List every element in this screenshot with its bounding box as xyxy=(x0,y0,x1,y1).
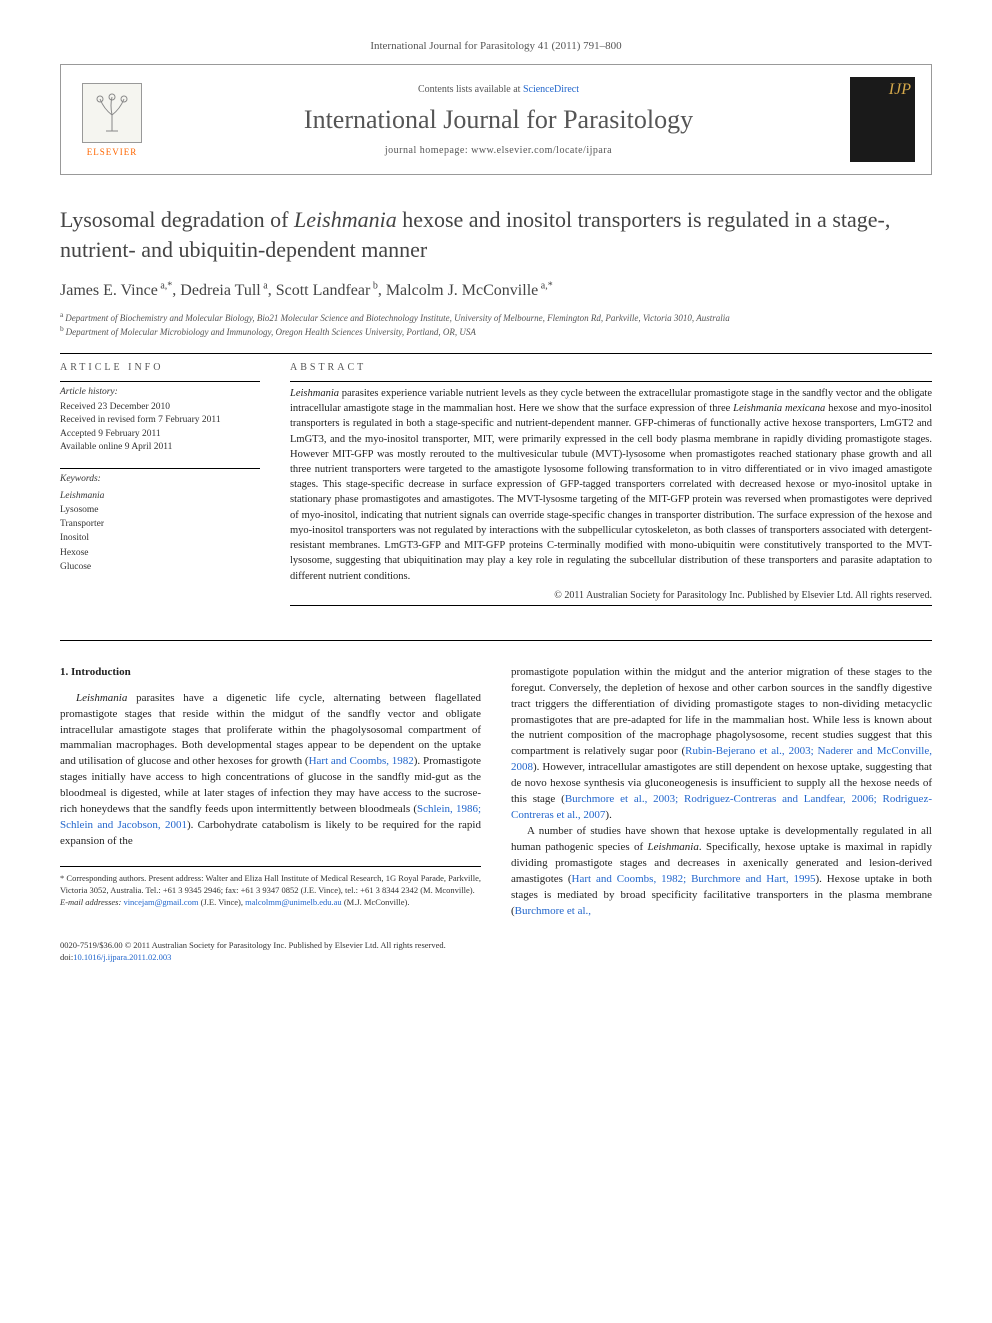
citation-link[interactable]: Hart and Coombs, 1982; Burchmore and Har… xyxy=(572,873,816,885)
citation-link[interactable]: Hart and Coombs, 1982 xyxy=(309,755,414,767)
keyword-item: Transporter xyxy=(60,517,260,531)
affiliation-mark: a xyxy=(60,310,65,319)
horizontal-rule xyxy=(60,381,260,382)
elsevier-tree-icon xyxy=(82,83,142,143)
horizontal-rule xyxy=(60,353,932,354)
author-affiliation-mark: a,* xyxy=(158,280,172,291)
abstract-column: ABSTRACT Leishmania parasites experience… xyxy=(290,362,932,610)
citation-link[interactable]: Burchmore et al., 2003; Rodriguez-Contre… xyxy=(511,793,932,821)
authors-line: James E. Vince a,*, Dedreia Tull a, Scot… xyxy=(60,280,932,299)
horizontal-rule xyxy=(60,640,932,641)
body-text: promastigote population within the midgu… xyxy=(511,666,932,758)
journal-header: ELSEVIER Contents lists available at Sci… xyxy=(60,64,932,175)
info-abstract-row: ARTICLE INFO Article history: Received 2… xyxy=(60,362,932,610)
author: James E. Vince a,* xyxy=(60,282,172,299)
genus-italic: Leishmania xyxy=(648,841,699,853)
intro-paragraph-2: A number of studies have shown that hexo… xyxy=(511,824,932,920)
keyword-item: Hexose xyxy=(60,546,260,560)
genus-italic: Leishmania xyxy=(290,388,339,399)
author-affiliation-mark: a,* xyxy=(538,280,552,291)
history-item: Received 23 December 2010 xyxy=(60,401,260,414)
publisher-logo: ELSEVIER xyxy=(77,77,147,162)
body-column-left: 1. Introduction Leishmania parasites hav… xyxy=(60,665,481,920)
genus-italic: Leishmania xyxy=(76,692,127,704)
author-affiliation-mark: a xyxy=(261,280,268,291)
body-text: ). xyxy=(605,809,611,821)
genus-italic: Leishmania mexicana xyxy=(733,403,825,414)
email-who: (J.E. Vince), xyxy=(199,897,246,907)
intro-paragraph-1-cont: promastigote population within the midgu… xyxy=(511,665,932,824)
journal-reference: International Journal for Parasitology 4… xyxy=(60,40,932,52)
contents-available-line: Contents lists available at ScienceDirec… xyxy=(147,84,850,95)
history-item: Accepted 9 February 2011 xyxy=(60,428,260,441)
homepage-line: journal homepage: www.elsevier.com/locat… xyxy=(147,145,850,156)
history-subheading: Article history: xyxy=(60,386,260,399)
horizontal-rule xyxy=(60,468,260,469)
publisher-name: ELSEVIER xyxy=(87,147,138,157)
homepage-prefix: journal homepage: xyxy=(385,145,471,156)
corresponding-author-note: * Corresponding authors. Present address… xyxy=(60,873,481,897)
email-link[interactable]: vincejam@gmail.com xyxy=(123,897,198,907)
affiliations: a Department of Biochemistry and Molecul… xyxy=(60,310,932,339)
abstract-copyright: © 2011 Australian Society for Parasitolo… xyxy=(290,590,932,601)
article-title: Lysosomal degradation of Leishmania hexo… xyxy=(60,205,932,264)
article-info-heading: ARTICLE INFO xyxy=(60,362,260,373)
section-heading-intro: 1. Introduction xyxy=(60,665,481,681)
horizontal-rule xyxy=(290,605,932,606)
keyword-item: Glucose xyxy=(60,560,260,574)
affiliation-line: b Department of Molecular Microbiology a… xyxy=(60,324,932,339)
homepage-url: www.elsevier.com/locate/ijpara xyxy=(471,145,612,156)
journal-title: International Journal for Parasitology xyxy=(147,105,850,135)
doi-link[interactable]: 10.1016/j.ijpara.2011.02.003 xyxy=(73,952,171,962)
title-part1: Lysosomal degradation of xyxy=(60,207,294,232)
page-footer: 0020-7519/$36.00 © 2011 Australian Socie… xyxy=(60,940,932,964)
intro-paragraph-1: Leishmania parasites have a digenetic li… xyxy=(60,691,481,850)
author: Malcolm J. McConville a,* xyxy=(386,282,553,299)
keyword-item: Leishmania xyxy=(60,489,260,503)
keyword-item: Lysosome xyxy=(60,503,260,517)
issn-copyright: 0020-7519/$36.00 © 2011 Australian Socie… xyxy=(60,940,932,952)
doi-label: doi: xyxy=(60,952,73,962)
journal-cover-thumbnail: IJP xyxy=(850,77,915,162)
keywords-subheading: Keywords: xyxy=(60,473,260,486)
email-label: E-mail addresses: xyxy=(60,897,123,907)
keywords-block: Keywords: LeishmaniaLysosomeTransporterI… xyxy=(60,473,260,574)
body-two-columns: 1. Introduction Leishmania parasites hav… xyxy=(60,665,932,920)
author: Scott Landfear b xyxy=(276,282,378,299)
citation-link[interactable]: Burchmore et al., xyxy=(515,905,591,917)
keyword-item: Inositol xyxy=(60,531,260,545)
contents-prefix: Contents lists available at xyxy=(418,84,523,95)
doi-line: doi:10.1016/j.ijpara.2011.02.003 xyxy=(60,952,932,964)
body-column-right: promastigote population within the midgu… xyxy=(511,665,932,920)
email-link[interactable]: malcolmm@unimelb.edu.au xyxy=(245,897,342,907)
header-center: Contents lists available at ScienceDirec… xyxy=(147,84,850,156)
abstract-heading: ABSTRACT xyxy=(290,362,932,373)
horizontal-rule xyxy=(290,381,932,382)
sciencedirect-link[interactable]: ScienceDirect xyxy=(523,84,579,95)
article-info-column: ARTICLE INFO Article history: Received 2… xyxy=(60,362,260,610)
history-item: Available online 9 April 2011 xyxy=(60,441,260,454)
email-who: (M.J. McConville). xyxy=(342,897,410,907)
affiliation-line: a Department of Biochemistry and Molecul… xyxy=(60,310,932,325)
abstract-text: Leishmania parasites experience variable… xyxy=(290,386,932,584)
footnotes-block: * Corresponding authors. Present address… xyxy=(60,866,481,909)
author-affiliation-mark: b xyxy=(370,280,378,291)
author: Dedreia Tull a xyxy=(180,282,267,299)
title-italic-genus: Leishmania xyxy=(294,207,397,232)
article-history-block: Article history: Received 23 December 20… xyxy=(60,386,260,454)
email-addresses: E-mail addresses: vincejam@gmail.com (J.… xyxy=(60,897,481,909)
affiliation-mark: b xyxy=(60,324,66,333)
history-item: Received in revised form 7 February 2011 xyxy=(60,414,260,427)
